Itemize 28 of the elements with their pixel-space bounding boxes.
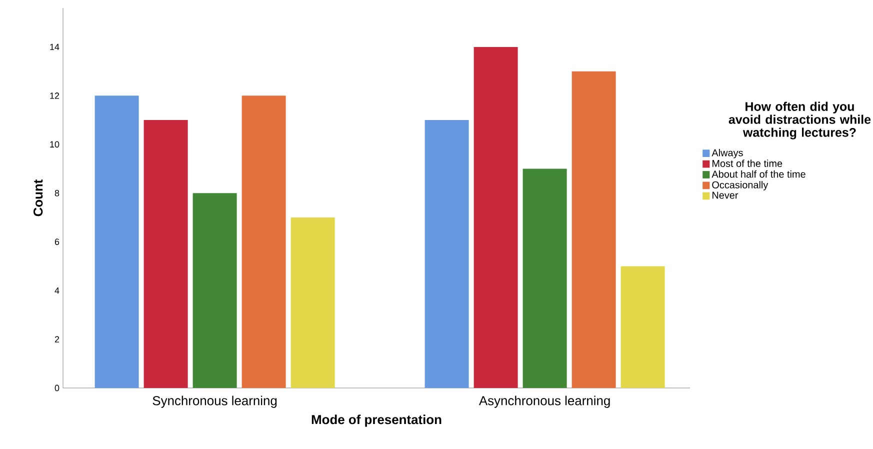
y-tick-label: 2	[54, 336, 60, 342]
y-tick-label: 12	[50, 92, 60, 99]
legend-label: Occasionally	[712, 181, 768, 190]
bar	[94, 96, 139, 388]
legend-label: Most of the time	[712, 160, 782, 167]
bar	[620, 266, 665, 388]
x-axis-title: Mode of presentation	[312, 414, 442, 427]
legend-label: Never	[712, 192, 738, 199]
x-tick-label: Synchronous learning	[152, 396, 277, 408]
bar	[242, 96, 286, 388]
y-tick-label: 4	[54, 287, 60, 294]
bar	[474, 46, 518, 388]
y-tick-label: 6	[54, 238, 60, 246]
bar	[572, 71, 616, 388]
y-tick-label: 10	[50, 141, 60, 148]
bar	[424, 120, 469, 388]
bar	[290, 217, 335, 388]
bar	[522, 168, 567, 388]
y-tick-label: 0	[54, 384, 60, 392]
y-tick-label: 8	[54, 190, 60, 196]
y-axis-title: Count	[34, 179, 43, 216]
legend-label: Always	[712, 148, 743, 158]
legend-label: About half of the time	[712, 170, 806, 178]
legend-title: How often did you avoid distractions while watching lectures?	[728, 102, 871, 140]
y-tick-label: 14	[50, 44, 60, 50]
x-tick-label: Asynchronous learning	[478, 396, 610, 408]
bar	[192, 193, 237, 388]
bar	[144, 120, 188, 388]
